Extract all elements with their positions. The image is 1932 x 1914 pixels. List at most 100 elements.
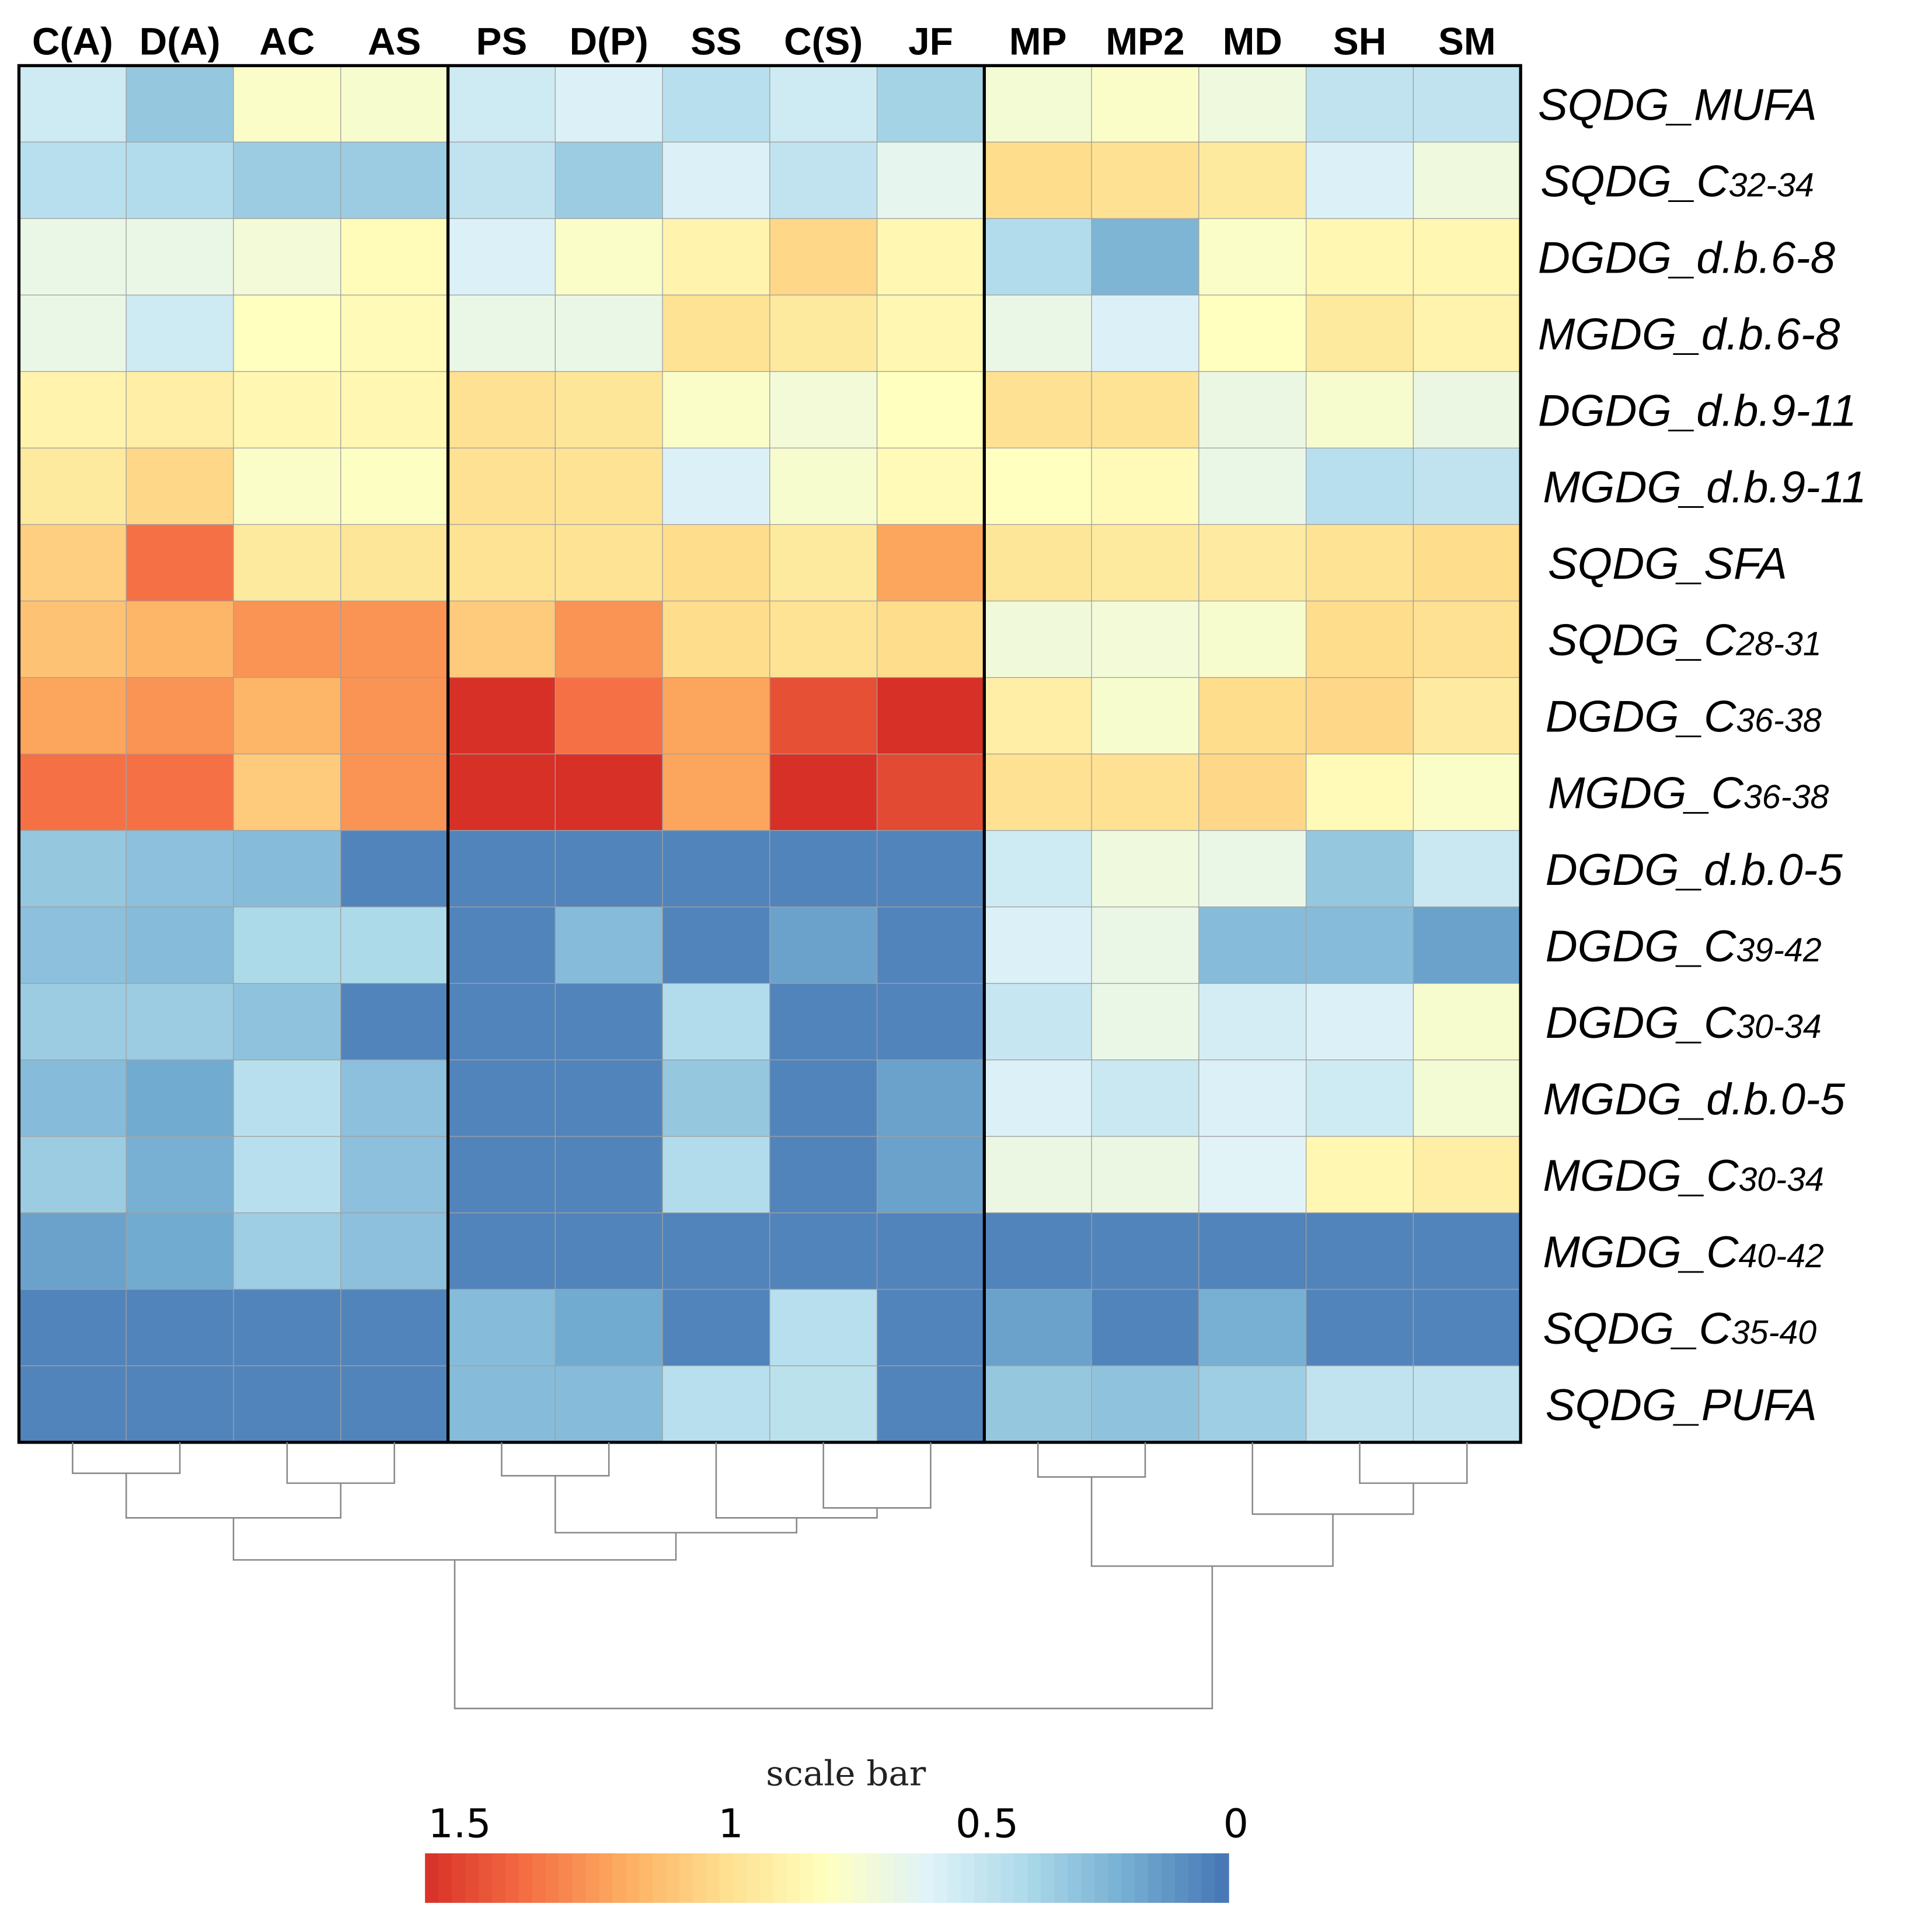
color-scale-segment (746, 1853, 761, 1903)
heatmap-cell (18, 447, 127, 525)
color-scale-segment (706, 1853, 720, 1903)
heatmap-cell (662, 65, 770, 143)
row-label: DGDG_d.b.9-11 (1538, 386, 1857, 436)
color-scale-segment (1108, 1853, 1122, 1903)
heatmap-cell (555, 447, 663, 525)
heatmap-cell (447, 294, 556, 372)
heatmap-cell (555, 294, 663, 372)
heatmap-cell (769, 907, 878, 984)
heatmap-cell (125, 600, 234, 678)
heatmap-cell (984, 65, 1092, 143)
heatmap-cell (1413, 447, 1521, 525)
heatmap-cell (18, 907, 127, 984)
heatmap-cell (662, 830, 770, 908)
heatmap-cell (447, 830, 556, 908)
dendrogram-branch (454, 1560, 1213, 1710)
dendrogram-branch (555, 1476, 798, 1534)
heatmap-cell (555, 524, 663, 602)
heatmap-cell (447, 754, 556, 831)
heatmap-cell (555, 218, 663, 296)
heatmap-cell (1306, 754, 1414, 831)
heatmap-cell (340, 65, 449, 143)
dendrogram-branch (232, 1518, 677, 1561)
column-label: SH (1333, 19, 1386, 62)
column-label: AC (259, 19, 315, 62)
heatmap-cell (769, 447, 878, 525)
color-scale-segment (532, 1853, 546, 1903)
color-scale-segment (491, 1853, 506, 1903)
heatmap-cell (125, 907, 234, 984)
color-scale-tick-label: 1.5 (428, 1801, 491, 1847)
heatmap-cell (1091, 830, 1199, 908)
heatmap-cell (1306, 677, 1414, 755)
color-scale-segment (1121, 1853, 1136, 1903)
color-scale-segment (1027, 1853, 1042, 1903)
heatmap-cell (340, 218, 449, 296)
color-scale-segment (639, 1853, 654, 1903)
heatmap-cell (1306, 141, 1414, 219)
heatmap-cell (769, 677, 878, 755)
heatmap-cell (769, 1212, 878, 1290)
heatmap-cell (662, 524, 770, 602)
row-label: SQDG_C35-40 (1543, 1304, 1816, 1354)
color-scale-segment (518, 1853, 533, 1903)
heatmap-cell (18, 677, 127, 755)
heatmap-cell (18, 983, 127, 1061)
heatmap-cell (1306, 830, 1414, 908)
color-scale-segment (692, 1853, 707, 1903)
heatmap-cell (340, 907, 449, 984)
heatmap-cell (769, 983, 878, 1061)
heatmap-cell (340, 141, 449, 219)
row-label: MGDG_C30-34 (1543, 1151, 1824, 1201)
color-scale-segment (1148, 1853, 1162, 1903)
color-scale-segment (478, 1853, 493, 1903)
heatmap-cell (1413, 600, 1521, 678)
heatmap-cell (769, 1289, 878, 1366)
heatmap-cell (447, 907, 556, 984)
dendrogram-branch (1359, 1442, 1468, 1484)
color-scale-segment (465, 1853, 479, 1903)
row-label: DGDG_C30-34 (1546, 998, 1822, 1048)
row-label: SQDG_C28-31 (1548, 616, 1822, 665)
color-scale-segment (773, 1853, 787, 1903)
heatmap-cell (125, 218, 234, 296)
heatmap-cell (447, 1059, 556, 1137)
heatmap-cell (662, 677, 770, 755)
heatmap-cell (18, 1365, 127, 1443)
heatmap-cell (233, 371, 341, 449)
heatmap-cell (876, 524, 985, 602)
heatmap-cell (340, 447, 449, 525)
heatmap-cell (1091, 65, 1199, 143)
heatmap-cell (1306, 218, 1414, 296)
heatmap-cell (1413, 1365, 1521, 1443)
heatmap-cell (1413, 294, 1521, 372)
heatmap-cell (984, 371, 1092, 449)
heatmap-cell (1198, 1212, 1307, 1290)
color-scale-segment (894, 1853, 908, 1903)
color-scale-segment (666, 1853, 681, 1903)
heatmap-cell (340, 830, 449, 908)
heatmap-cell (18, 524, 127, 602)
heatmap-cell (447, 141, 556, 219)
color-scale-segment (1054, 1853, 1069, 1903)
heatmap-cell (984, 218, 1092, 296)
color-scale-segment (987, 1853, 1002, 1903)
color-scale-segment (653, 1853, 667, 1903)
heatmap-cell (876, 830, 985, 908)
heatmap-cell (233, 907, 341, 984)
heatmap-cell (555, 983, 663, 1061)
heatmap-cell (662, 371, 770, 449)
color-scale-segment (907, 1853, 922, 1903)
color-scale-segment (853, 1853, 868, 1903)
color-scale-segment (452, 1853, 466, 1903)
heatmap-cell (1306, 1059, 1414, 1137)
heatmap-cell (1413, 830, 1521, 908)
heatmap-cell (340, 1059, 449, 1137)
color-scale-segment (719, 1853, 734, 1903)
heatmap-cell (447, 1212, 556, 1290)
row-label: MGDG_C36-38 (1548, 769, 1829, 818)
dendrogram-branch (125, 1473, 342, 1519)
color-scale-segment (786, 1853, 801, 1903)
heatmap-cell (233, 65, 341, 143)
heatmap-cell (1091, 754, 1199, 831)
